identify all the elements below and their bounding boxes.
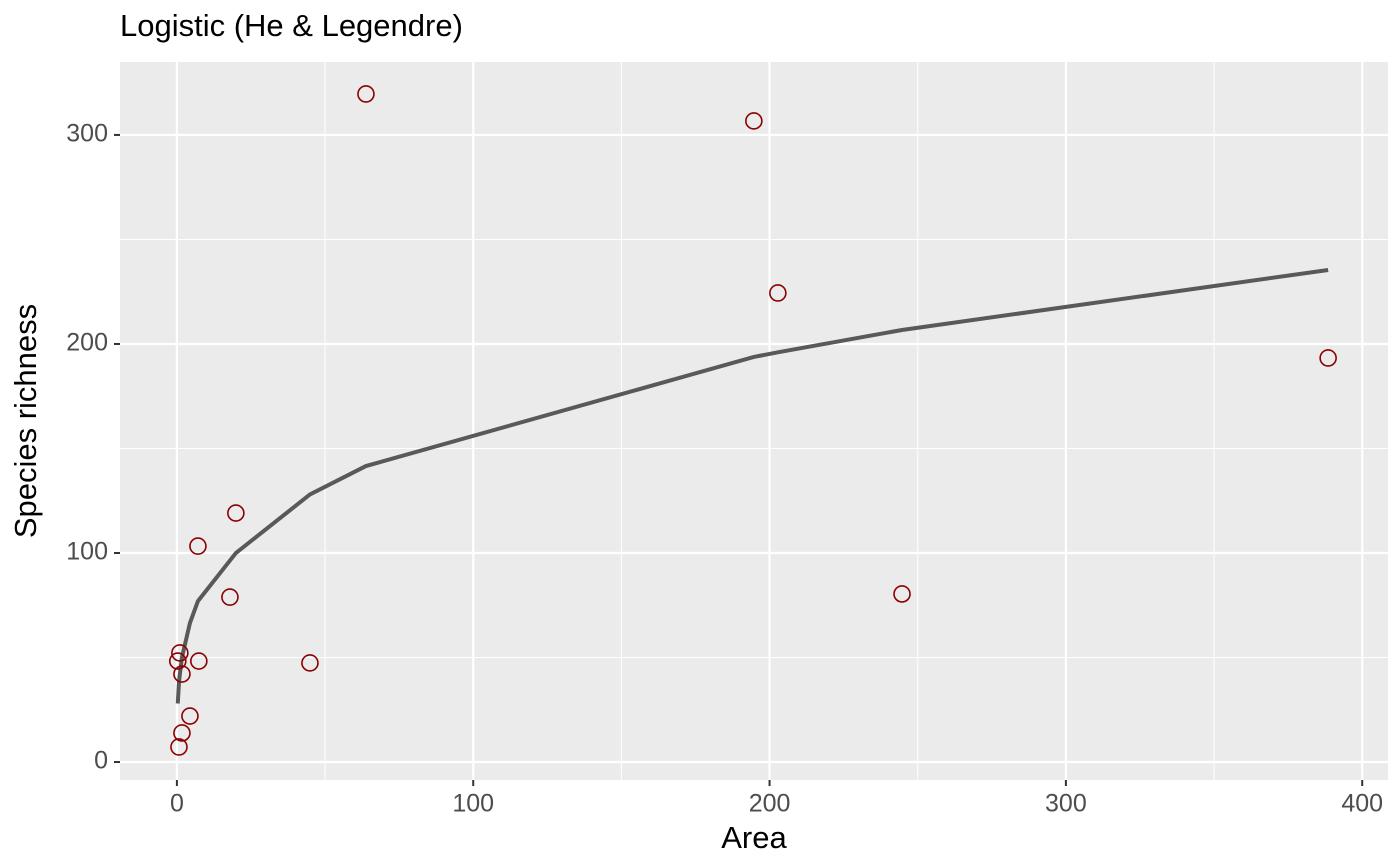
chart-title: Logistic (He & Legendre) (120, 8, 463, 43)
y-tick-label: 0 (94, 747, 108, 775)
y-tick-label: 100 (66, 538, 108, 566)
point (221, 588, 239, 606)
point (769, 284, 787, 302)
point (181, 707, 199, 725)
point (1319, 349, 1337, 367)
point (170, 738, 188, 756)
y-tick-label: 200 (66, 329, 108, 357)
fit-line (175, 267, 1329, 704)
point (190, 652, 208, 670)
x-tick-label: 100 (452, 790, 494, 818)
point (173, 724, 191, 742)
x-tick-label: 300 (1045, 790, 1087, 818)
grid (120, 62, 1388, 780)
point (173, 665, 191, 683)
point (168, 652, 187, 670)
x-tick-label: 400 (1341, 790, 1383, 818)
panel (120, 62, 1388, 780)
y-axis-title: Species richness (8, 304, 43, 538)
marks (168, 85, 1337, 756)
x-axis-title: Area (721, 820, 787, 855)
point (189, 537, 207, 555)
point (357, 85, 375, 103)
point (171, 644, 189, 662)
point (745, 112, 763, 130)
x-tick-label: 0 (170, 790, 184, 818)
point (301, 654, 319, 672)
x-tick-label: 200 (749, 790, 791, 818)
point (893, 585, 911, 603)
point (227, 504, 245, 522)
y-tick-label: 300 (66, 120, 108, 148)
